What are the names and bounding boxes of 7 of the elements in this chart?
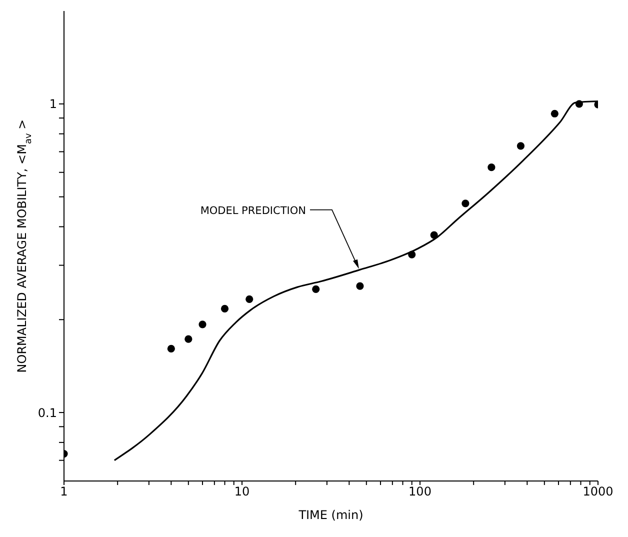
annotation: MODEL PREDICTION bbox=[200, 204, 306, 217]
x-tick-label: 10 bbox=[234, 484, 250, 499]
x-axis-title: TIME (min) bbox=[298, 508, 364, 522]
y-tick-label: 0.1 bbox=[38, 406, 57, 420]
x-tick-label: 1000 bbox=[582, 484, 614, 499]
x-tick-label: 1 bbox=[60, 484, 68, 499]
x-tick-label: 100 bbox=[408, 484, 432, 499]
